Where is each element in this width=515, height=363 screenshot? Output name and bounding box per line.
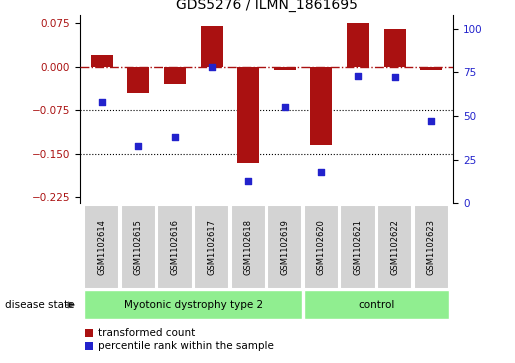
Text: GSM1102614: GSM1102614 [97,219,106,275]
Point [171,134,179,140]
Text: control: control [358,300,394,310]
Bar [127,67,149,93]
Bar [414,205,449,289]
Point [134,143,143,148]
Legend: transformed count, percentile rank within the sample: transformed count, percentile rank withi… [85,328,273,351]
Bar [274,67,296,70]
Point [244,178,252,183]
Point [98,99,106,105]
Text: GSM1102622: GSM1102622 [390,219,399,275]
Text: GSM1102615: GSM1102615 [134,219,143,275]
Bar [84,290,302,319]
Point [208,64,216,70]
Point [317,169,325,175]
Bar [420,67,442,70]
Bar [304,205,339,289]
Bar [201,26,222,67]
Bar [84,205,119,289]
Bar [304,290,449,319]
Text: GSM1102619: GSM1102619 [280,219,289,275]
Title: GDS5276 / ILMN_1861695: GDS5276 / ILMN_1861695 [176,0,357,12]
Text: GSM1102616: GSM1102616 [170,219,180,275]
Bar [158,205,193,289]
Bar [347,23,369,67]
Text: GSM1102617: GSM1102617 [207,219,216,275]
Point [354,73,362,79]
Bar [377,205,412,289]
Bar [164,67,186,84]
Bar [121,205,156,289]
Bar [340,205,375,289]
Text: disease state: disease state [5,300,75,310]
Bar [267,205,302,289]
Bar [231,205,266,289]
Bar [91,55,113,67]
Text: GSM1102623: GSM1102623 [427,219,436,275]
Point [427,118,435,124]
Text: Myotonic dystrophy type 2: Myotonic dystrophy type 2 [124,300,263,310]
Bar [194,205,229,289]
Text: GSM1102621: GSM1102621 [353,219,363,275]
Point [390,74,399,80]
Text: GSM1102618: GSM1102618 [244,219,253,275]
Point [281,104,289,110]
Text: GSM1102620: GSM1102620 [317,219,326,275]
Bar [384,29,406,67]
Bar [311,67,332,145]
Bar [237,67,259,163]
